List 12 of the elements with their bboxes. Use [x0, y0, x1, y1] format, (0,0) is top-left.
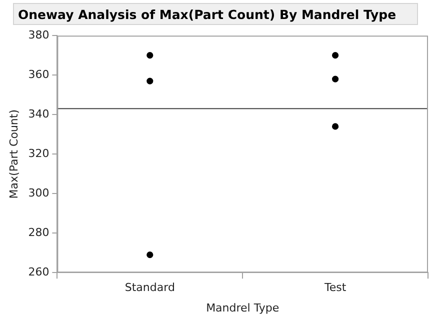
y-tick-label: 320 [28, 146, 50, 160]
y-tick-label: 280 [28, 226, 50, 239]
y-axis-title: Max(Part Count) [7, 110, 20, 199]
y-tick-label: 360 [28, 68, 50, 81]
y-tick-label: 300 [28, 186, 50, 200]
y-tick-label: 260 [28, 265, 50, 278]
y-tick-label: 340 [28, 107, 50, 120]
chart-title: Oneway Analysis of Max(Part Count) By Mandrel Type [13, 3, 418, 25]
x-axis-title: Mandrel Type [206, 301, 280, 314]
x-tick-label: Standard [124, 281, 175, 294]
x-tick-label: Test [323, 281, 347, 294]
y-tick-label: 380 [28, 28, 50, 42]
